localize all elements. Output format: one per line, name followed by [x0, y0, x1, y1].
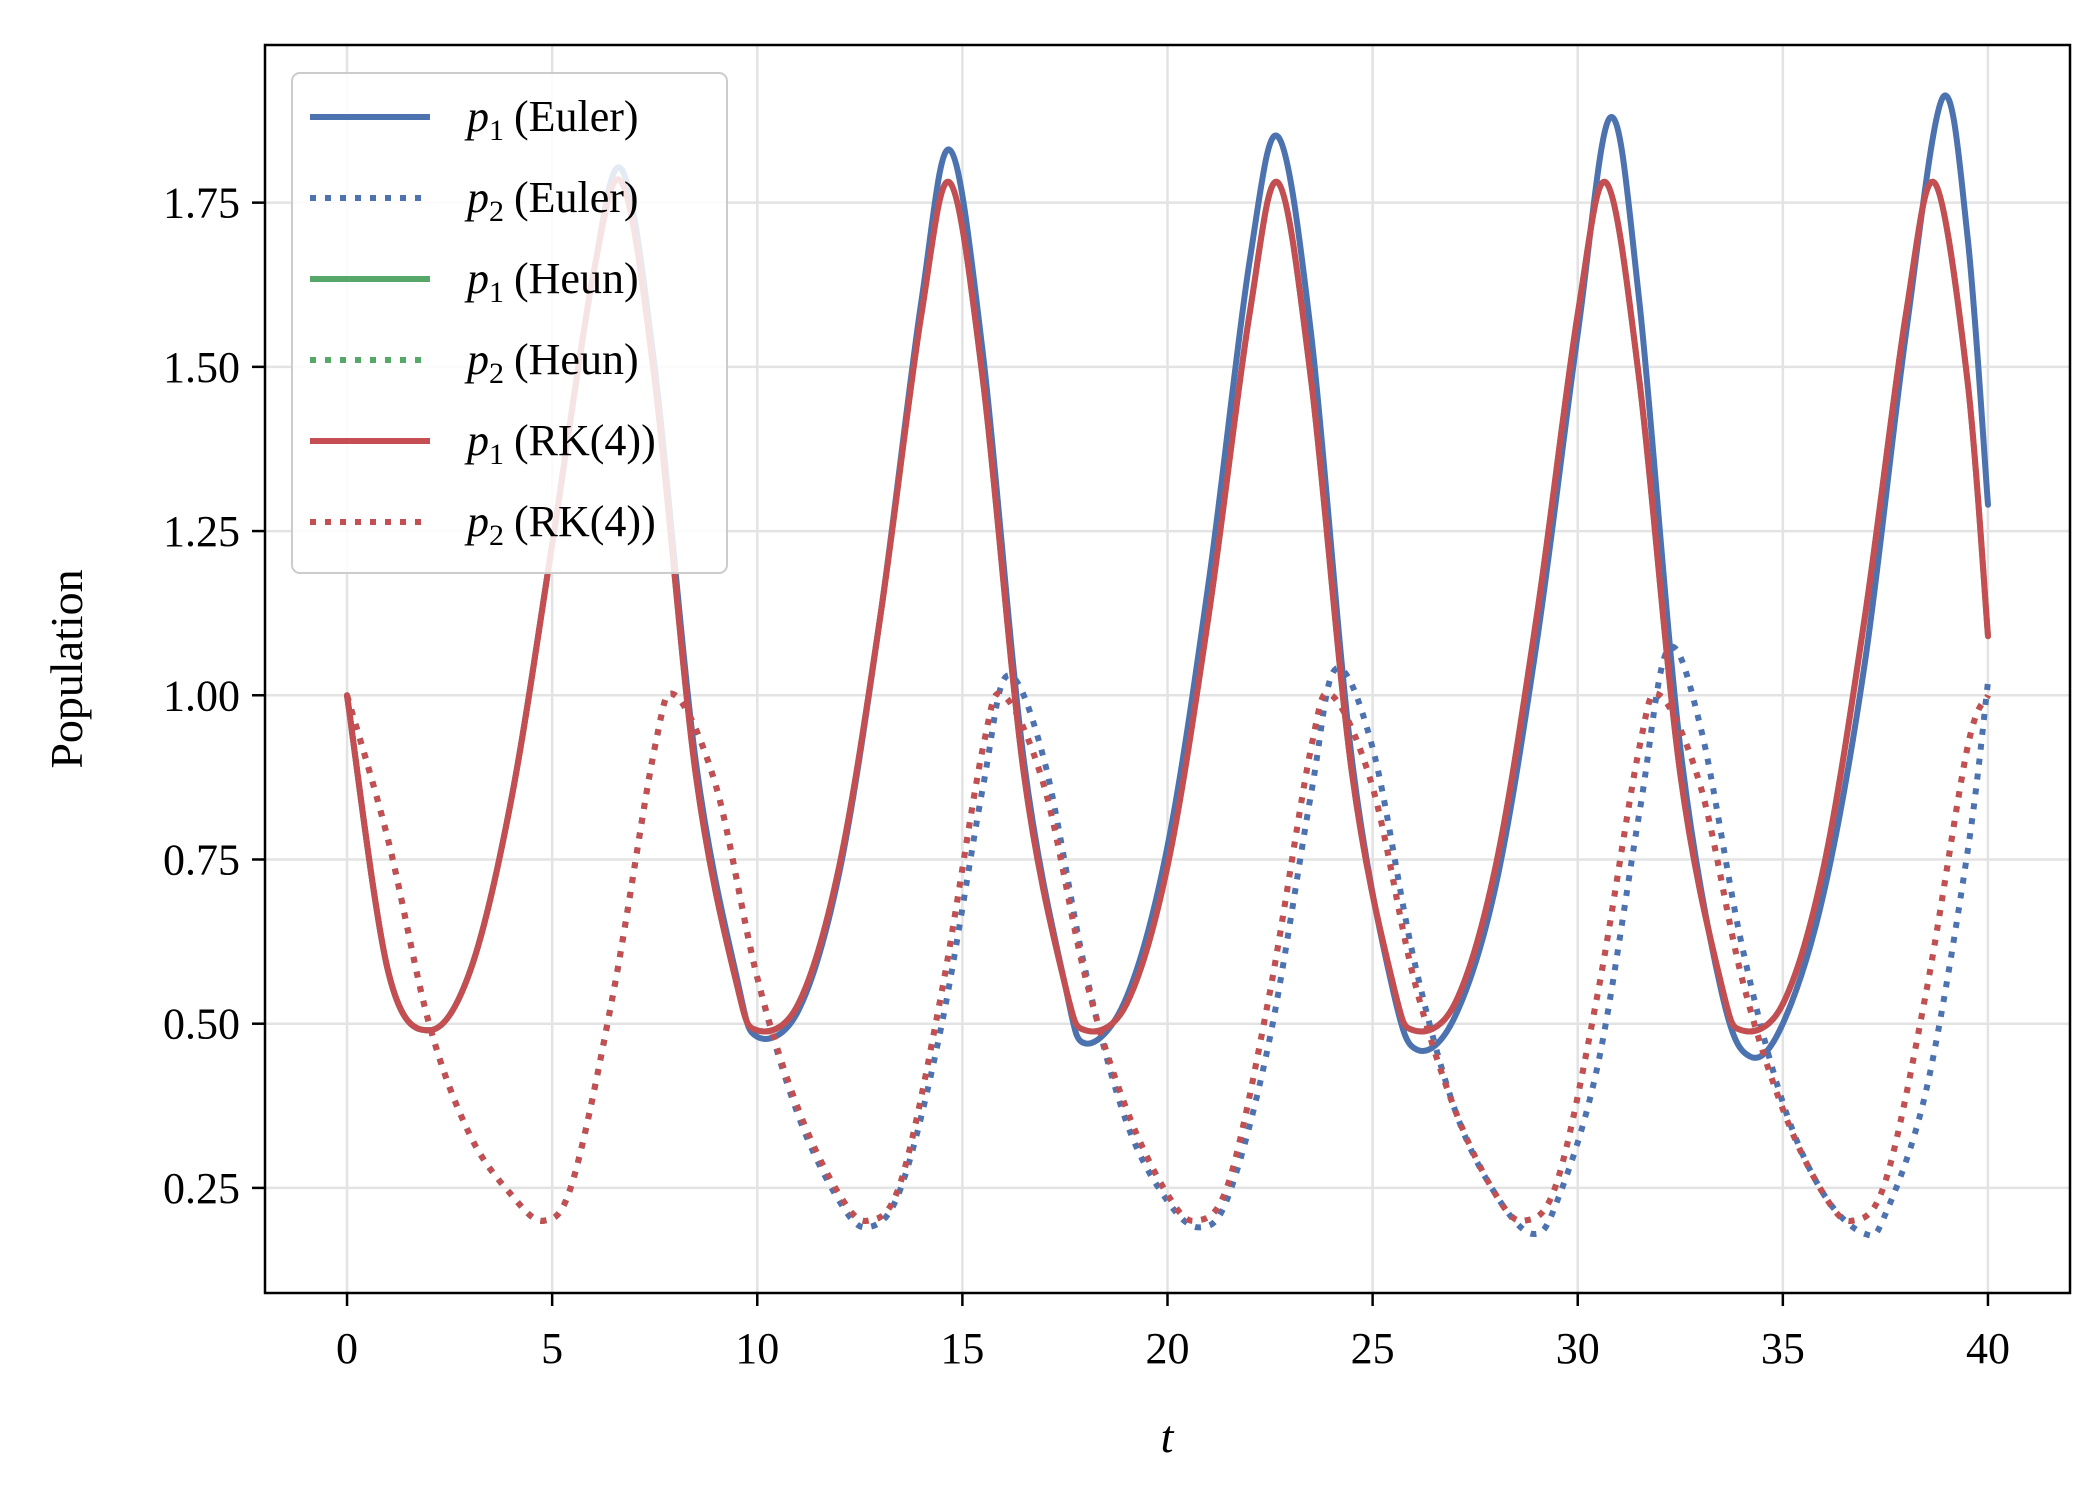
x-tick-label: 35 [1761, 1324, 1805, 1373]
x-tick-label: 40 [1966, 1324, 2010, 1373]
series-line-p2-euler [344, 643, 1991, 1239]
series-line-p2-rk-4 [344, 690, 1991, 1224]
x-axis-ticks: 0 5 10 15 20 25 30 35 40 [336, 1293, 2010, 1373]
legend-label: p1 (Euler) [464, 92, 639, 147]
x-tick-label: 15 [940, 1324, 984, 1373]
x-tick-label: 20 [1146, 1324, 1190, 1373]
y-axis-ticks: 0.25 0.50 0.75 1.00 1.25 1.50 1.75 [163, 179, 265, 1213]
legend-box [291, 72, 728, 574]
y-tick-label: 1.75 [163, 179, 240, 228]
y-tick-label: 0.50 [163, 1000, 240, 1049]
y-axis-title: Population [41, 569, 92, 768]
x-axis-title: t [1161, 1411, 1175, 1462]
x-tick-label: 10 [735, 1324, 779, 1373]
y-tick-label: 0.25 [163, 1164, 240, 1213]
x-tick-label: 0 [336, 1324, 358, 1373]
x-tick-label: 5 [541, 1324, 563, 1373]
legend-label: p1 (Heun) [464, 254, 639, 309]
y-tick-label: 1.00 [163, 671, 240, 720]
legend-label: p2 (RK(4)) [464, 497, 656, 552]
legend: p1 (Euler) p2 (Euler) p1 (Heun) p2 (Heun) p1 (RK(… [291, 72, 728, 574]
legend-label: p1 (RK(4)) [464, 416, 656, 471]
x-tick-label: 25 [1351, 1324, 1395, 1373]
legend-label: p2 (Heun) [464, 335, 639, 390]
y-tick-label: 1.25 [163, 507, 240, 556]
legend-label: p2 (Euler) [464, 173, 639, 228]
y-tick-label: 1.50 [163, 343, 240, 392]
x-tick-label: 30 [1556, 1324, 1600, 1373]
y-tick-label: 0.75 [163, 835, 240, 884]
